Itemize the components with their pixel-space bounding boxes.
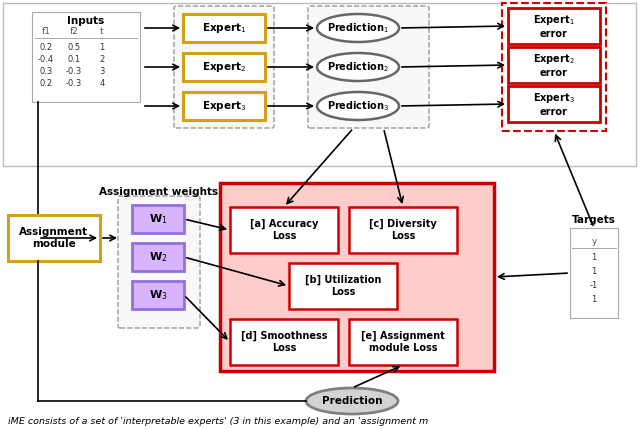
FancyBboxPatch shape [508, 8, 600, 44]
FancyBboxPatch shape [502, 3, 606, 131]
FancyBboxPatch shape [132, 243, 184, 271]
FancyBboxPatch shape [183, 14, 265, 42]
Text: 1: 1 [99, 43, 104, 52]
FancyBboxPatch shape [174, 6, 274, 128]
Text: 0.3: 0.3 [40, 67, 52, 76]
Text: Inputs: Inputs [67, 16, 104, 26]
Text: 0.2: 0.2 [40, 79, 52, 88]
Text: 1: 1 [591, 296, 596, 305]
FancyBboxPatch shape [508, 86, 600, 122]
FancyBboxPatch shape [349, 319, 457, 365]
Text: Prediction$_2$: Prediction$_2$ [327, 60, 389, 74]
Ellipse shape [317, 92, 399, 120]
Text: [d] Smoothness
Loss: [d] Smoothness Loss [241, 331, 327, 353]
Text: W$_3$: W$_3$ [148, 288, 167, 302]
FancyBboxPatch shape [183, 53, 265, 81]
FancyBboxPatch shape [118, 196, 200, 328]
Text: Prediction$_3$: Prediction$_3$ [327, 99, 389, 113]
FancyBboxPatch shape [570, 228, 618, 318]
Text: 1: 1 [591, 268, 596, 277]
Text: Expert$_2$: Expert$_2$ [202, 60, 246, 74]
Text: [b] Utilization
Loss: [b] Utilization Loss [305, 275, 381, 297]
Text: Expert$_3$: Expert$_3$ [202, 99, 246, 113]
FancyBboxPatch shape [132, 205, 184, 233]
Text: Prediction: Prediction [322, 396, 382, 406]
Text: -1: -1 [590, 281, 598, 290]
Text: iME consists of a set of 'interpretable experts' (3 in this example) and an 'ass: iME consists of a set of 'interpretable … [8, 417, 428, 426]
FancyBboxPatch shape [308, 6, 429, 128]
Text: 4: 4 [99, 79, 104, 88]
FancyBboxPatch shape [230, 319, 338, 365]
FancyBboxPatch shape [349, 207, 457, 253]
FancyBboxPatch shape [289, 263, 397, 309]
Text: -0.3: -0.3 [66, 67, 82, 76]
FancyBboxPatch shape [8, 215, 100, 261]
Text: Assignment weights: Assignment weights [99, 187, 219, 197]
Ellipse shape [317, 53, 399, 81]
Text: 1: 1 [591, 254, 596, 263]
Text: Expert$_2$
error: Expert$_2$ error [533, 52, 575, 78]
Text: 0.1: 0.1 [67, 55, 81, 64]
Text: t: t [100, 27, 104, 36]
Text: f1: f1 [42, 27, 51, 36]
Text: -0.3: -0.3 [66, 79, 82, 88]
Text: y: y [591, 236, 596, 245]
Text: 3: 3 [99, 67, 105, 76]
Text: Expert$_3$
error: Expert$_3$ error [533, 91, 575, 117]
FancyBboxPatch shape [508, 47, 600, 83]
Text: W$_1$: W$_1$ [148, 212, 167, 226]
Text: 0.5: 0.5 [67, 43, 81, 52]
Text: Expert$_1$
error: Expert$_1$ error [533, 13, 575, 39]
Ellipse shape [317, 14, 399, 42]
Text: W$_2$: W$_2$ [148, 250, 167, 264]
Text: [c] Diversity
Loss: [c] Diversity Loss [369, 219, 437, 242]
Text: [e] Assignment
module Loss: [e] Assignment module Loss [361, 331, 445, 353]
FancyBboxPatch shape [220, 183, 494, 371]
FancyBboxPatch shape [132, 281, 184, 309]
FancyBboxPatch shape [183, 92, 265, 120]
Text: Prediction$_1$: Prediction$_1$ [327, 21, 389, 35]
Text: Expert$_1$: Expert$_1$ [202, 21, 246, 35]
FancyBboxPatch shape [230, 207, 338, 253]
Ellipse shape [306, 388, 398, 414]
Text: -0.4: -0.4 [38, 55, 54, 64]
Text: Assignment
module: Assignment module [19, 227, 88, 249]
Text: f2: f2 [70, 27, 79, 36]
Text: [a] Accuracy
Loss: [a] Accuracy Loss [250, 219, 318, 242]
Text: 2: 2 [99, 55, 104, 64]
FancyBboxPatch shape [32, 12, 140, 102]
Text: 0.2: 0.2 [40, 43, 52, 52]
Text: Targets: Targets [572, 215, 616, 225]
